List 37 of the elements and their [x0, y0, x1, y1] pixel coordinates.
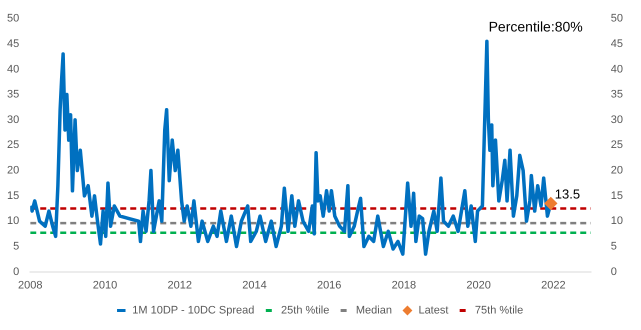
y2-tick-label: 50 [610, 12, 624, 25]
y-tick-label: 10 [6, 215, 20, 228]
y2-tick-label: 0 [610, 266, 617, 278]
y-tick-label: 25 [6, 139, 20, 152]
x-tick-label: 2018 [392, 279, 416, 292]
x-tick-label: 2014 [242, 279, 267, 292]
y2-tick-label: 20 [610, 164, 624, 177]
y2-tick-label: 15 [610, 190, 624, 202]
x-tick-label: 2016 [316, 279, 342, 292]
x-tick-label: 2008 [18, 279, 42, 292]
x-tick-label: 2022 [541, 279, 566, 292]
y-tick-label: 45 [6, 38, 20, 50]
annotation: Percentile:80% [488, 18, 583, 34]
data-label: 13.5 [554, 186, 580, 202]
y-tick-label: 5 [13, 240, 20, 253]
x-tick-label: 2010 [92, 279, 118, 292]
y-tick-label: 15 [6, 190, 20, 202]
y-tick-label: 40 [6, 63, 20, 76]
y2-tick-label: 10 [610, 215, 624, 228]
y-tick-label: 20 [6, 164, 20, 177]
y2-tick-label: 30 [610, 114, 624, 126]
x-tick-label: 2012 [167, 279, 192, 292]
y2-tick-label: 45 [610, 38, 624, 50]
legend-label: 1M 10DP - 10DC Spread [132, 304, 254, 317]
y-tick-label: 50 [6, 12, 20, 25]
y-tick-label: 35 [6, 88, 20, 101]
y2-tick-label: 35 [610, 88, 624, 101]
y-tick-label: 0 [13, 266, 20, 278]
legend-label: Latest [418, 304, 448, 317]
y-tick-label: 30 [6, 114, 20, 126]
legend-label: 75th %tile [474, 304, 524, 317]
y2-tick-label: 25 [610, 139, 624, 152]
y2-tick-label: 5 [610, 240, 617, 253]
legend-label: 25th %tile [281, 304, 330, 317]
y2-tick-label: 40 [610, 63, 624, 76]
legend-label: Median [356, 304, 392, 317]
x-tick-label: 2020 [466, 279, 491, 292]
